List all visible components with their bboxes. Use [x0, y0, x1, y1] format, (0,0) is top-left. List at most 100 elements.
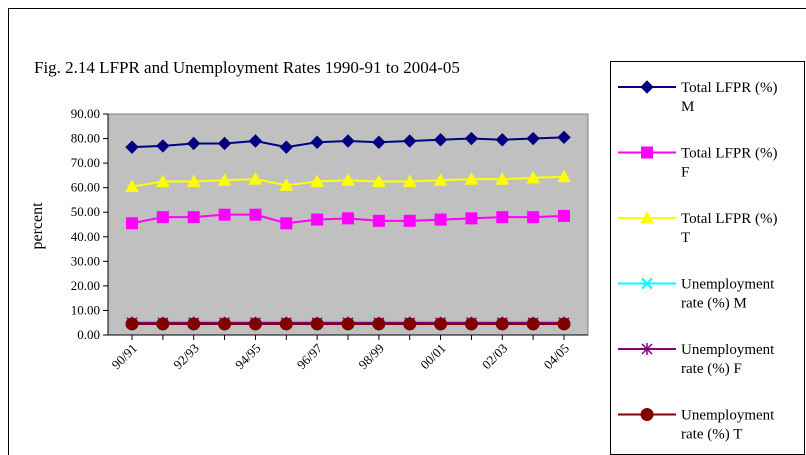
legend-label: Total LFPR (%) [681, 80, 777, 96]
legend-item-5: Unemployment rate (%) F [618, 342, 775, 377]
data-point [310, 174, 324, 188]
legend-swatch-marker [641, 146, 653, 159]
legend-label: Total LFPR (%) [681, 146, 777, 162]
data-point [279, 140, 293, 154]
y-tick-label: 10.00 [71, 302, 100, 317]
y-axis-label: percent [29, 202, 46, 250]
data-point [495, 133, 509, 147]
legend-item-6: Unemployment rate (%) T [618, 408, 775, 443]
legend-item-3: Total LFPR (%) T [618, 210, 777, 246]
data-point [248, 172, 263, 185]
data-point [218, 317, 232, 331]
data-point [341, 173, 355, 186]
data-point [310, 135, 324, 149]
marker-stroke [641, 277, 653, 290]
data-point [526, 131, 540, 146]
legend-item-2: Total LFPR (%) F [618, 146, 777, 181]
data-point [125, 179, 139, 192]
data-point [187, 211, 200, 224]
data-point [465, 212, 478, 225]
series-6 [125, 317, 571, 331]
data-point [464, 131, 479, 146]
legend-swatch-marker [641, 343, 653, 355]
data-point [495, 317, 509, 331]
data-point [403, 317, 417, 331]
data-point [156, 317, 170, 331]
y-tick-label: 90.00 [71, 106, 100, 121]
data-point [372, 135, 386, 149]
data-point [310, 317, 324, 331]
data-point [527, 211, 540, 224]
y-tick-label: 20.00 [71, 278, 100, 293]
data-point [434, 317, 448, 331]
chart-title: Fig. 2.14 LFPR and Unemployment Rates 19… [34, 58, 460, 77]
data-point [464, 317, 478, 331]
data-point [402, 174, 417, 188]
legend-label: rate (%) T [681, 427, 742, 443]
data-point [557, 169, 571, 183]
data-point [526, 170, 540, 184]
data-point [156, 174, 170, 188]
series-1 [125, 130, 571, 154]
y-tick-label: 50.00 [71, 204, 100, 219]
data-point [464, 172, 479, 185]
data-point [280, 217, 293, 230]
data-point [403, 214, 416, 227]
series-2 [126, 208, 570, 230]
data-point [434, 213, 447, 226]
data-point [126, 217, 138, 230]
legend-label: T [681, 230, 690, 246]
data-point [496, 211, 509, 224]
y-tick-label: 80.00 [71, 131, 100, 146]
data-point [249, 208, 262, 221]
data-point [311, 213, 324, 226]
data-point [557, 130, 571, 145]
legend-label: M [681, 99, 694, 115]
data-point [341, 317, 355, 331]
data-point [248, 134, 263, 148]
legend-label: F [681, 165, 689, 181]
data-point [156, 211, 169, 224]
data-point [372, 214, 385, 227]
data-point [372, 174, 386, 188]
legend-swatch-marker [641, 277, 653, 290]
plot-area [107, 113, 589, 336]
legend-item-4: Unemployment rate (%) M [618, 277, 775, 312]
legend-label: rate (%) M [681, 296, 747, 312]
data-point [433, 173, 448, 186]
data-point [125, 317, 139, 331]
data-point [372, 317, 386, 331]
legend-label: rate (%) F [681, 361, 742, 377]
data-point [187, 136, 201, 151]
data-point [279, 317, 293, 331]
y-tick-label: 40.00 [71, 229, 100, 244]
data-point [557, 317, 571, 331]
data-point [217, 136, 232, 151]
legend-label: Total LFPR (%) [681, 211, 777, 227]
data-point [341, 134, 355, 148]
y-axis: 0.00 10.00 20.00 30.00 40.00 50.00 60.00 70.00 8… [71, 106, 109, 342]
y-tick-label: 30.00 [71, 253, 100, 268]
data-point [495, 172, 510, 185]
y-tick-label: 60.00 [71, 180, 100, 195]
legend-label: Unemployment [681, 342, 775, 358]
data-point [279, 178, 294, 191]
data-point [558, 209, 570, 222]
series-layer [125, 130, 571, 331]
data-point [433, 133, 448, 147]
data-point [248, 317, 262, 331]
legend-swatch-marker [640, 408, 654, 421]
data-point [342, 212, 354, 225]
data-point [218, 208, 231, 221]
y-tick-label: 70.00 [71, 155, 100, 170]
legend-box [610, 61, 805, 455]
data-point [403, 134, 417, 148]
y-tick-label: 0.00 [77, 327, 100, 342]
data-point [186, 174, 201, 188]
data-point [156, 139, 170, 153]
legend-swatch-marker [640, 80, 654, 94]
legend-swatch-marker [640, 210, 654, 224]
data-point [125, 140, 139, 154]
data-point [526, 317, 540, 331]
